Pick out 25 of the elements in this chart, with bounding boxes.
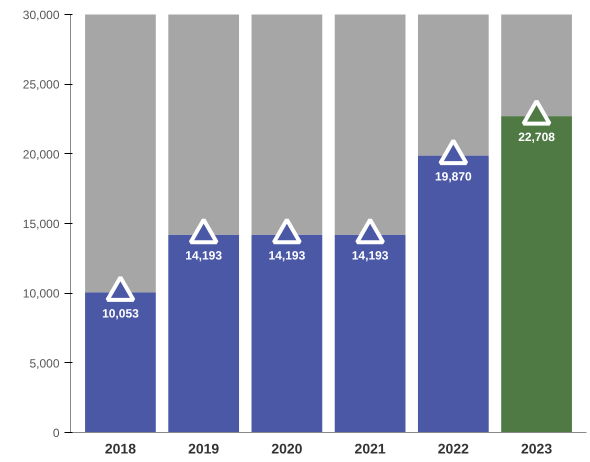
y-tick-label: 0	[52, 426, 60, 440]
data-label: 14,193	[268, 248, 306, 263]
bar	[418, 14, 489, 156]
x-tick-label: 2020	[271, 440, 303, 456]
data-label: 14,193	[185, 248, 222, 263]
y-tick-label: 5,000	[29, 356, 60, 370]
y-tick-label: 20,000	[22, 147, 60, 162]
bar	[168, 14, 240, 235]
y-tick-label: 15,000	[22, 217, 60, 231]
bar	[501, 14, 572, 116]
bar	[334, 14, 406, 235]
x-tick-label: 2022	[438, 440, 470, 456]
data-label: 14,193	[352, 248, 389, 263]
bar	[85, 14, 156, 292]
y-tick-label: 10,000	[22, 286, 60, 301]
data-label: 10,053	[102, 306, 140, 320]
x-tick-label: 2018	[104, 440, 136, 456]
x-tick-label: 2023	[520, 440, 552, 456]
y-tick-label: 25,000	[22, 78, 60, 92]
data-label: 22,708	[518, 130, 556, 144]
x-tick-label: 2021	[354, 440, 386, 456]
x-tick-label: 2019	[188, 440, 220, 456]
bar	[252, 14, 322, 235]
data-label: 19,870	[434, 170, 472, 184]
y-tick-label: 30,000	[22, 8, 60, 22]
